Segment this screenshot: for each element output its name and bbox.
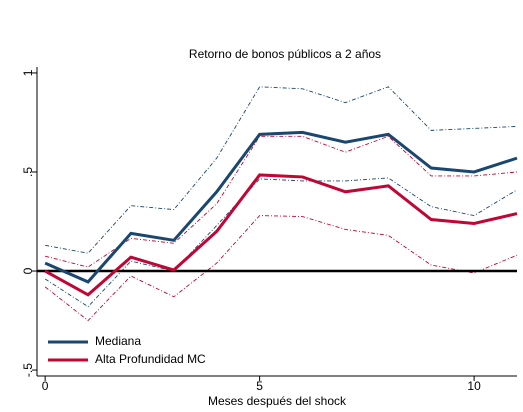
x-tick-label: 5 bbox=[256, 379, 263, 393]
legend-label: Mediana bbox=[95, 334, 141, 348]
y-tick-label: -.5 bbox=[21, 363, 35, 377]
ci-upper bbox=[45, 86, 518, 254]
legend-label: Alta Profundidad MC bbox=[95, 352, 206, 366]
y-tick-label: 0 bbox=[21, 267, 35, 274]
chart-title: Retorno de bonos públicos a 2 años bbox=[189, 47, 381, 61]
x-tick-label: 0 bbox=[42, 379, 49, 393]
y-tick-label: 1 bbox=[21, 69, 35, 76]
x-axis-label: Meses después del shock bbox=[208, 394, 347, 408]
y-tick-label: .5 bbox=[21, 167, 35, 177]
ci-lower bbox=[44, 177, 518, 308]
series-line bbox=[44, 130, 518, 284]
x-tick-label: 10 bbox=[467, 379, 481, 393]
series-line bbox=[44, 173, 518, 297]
